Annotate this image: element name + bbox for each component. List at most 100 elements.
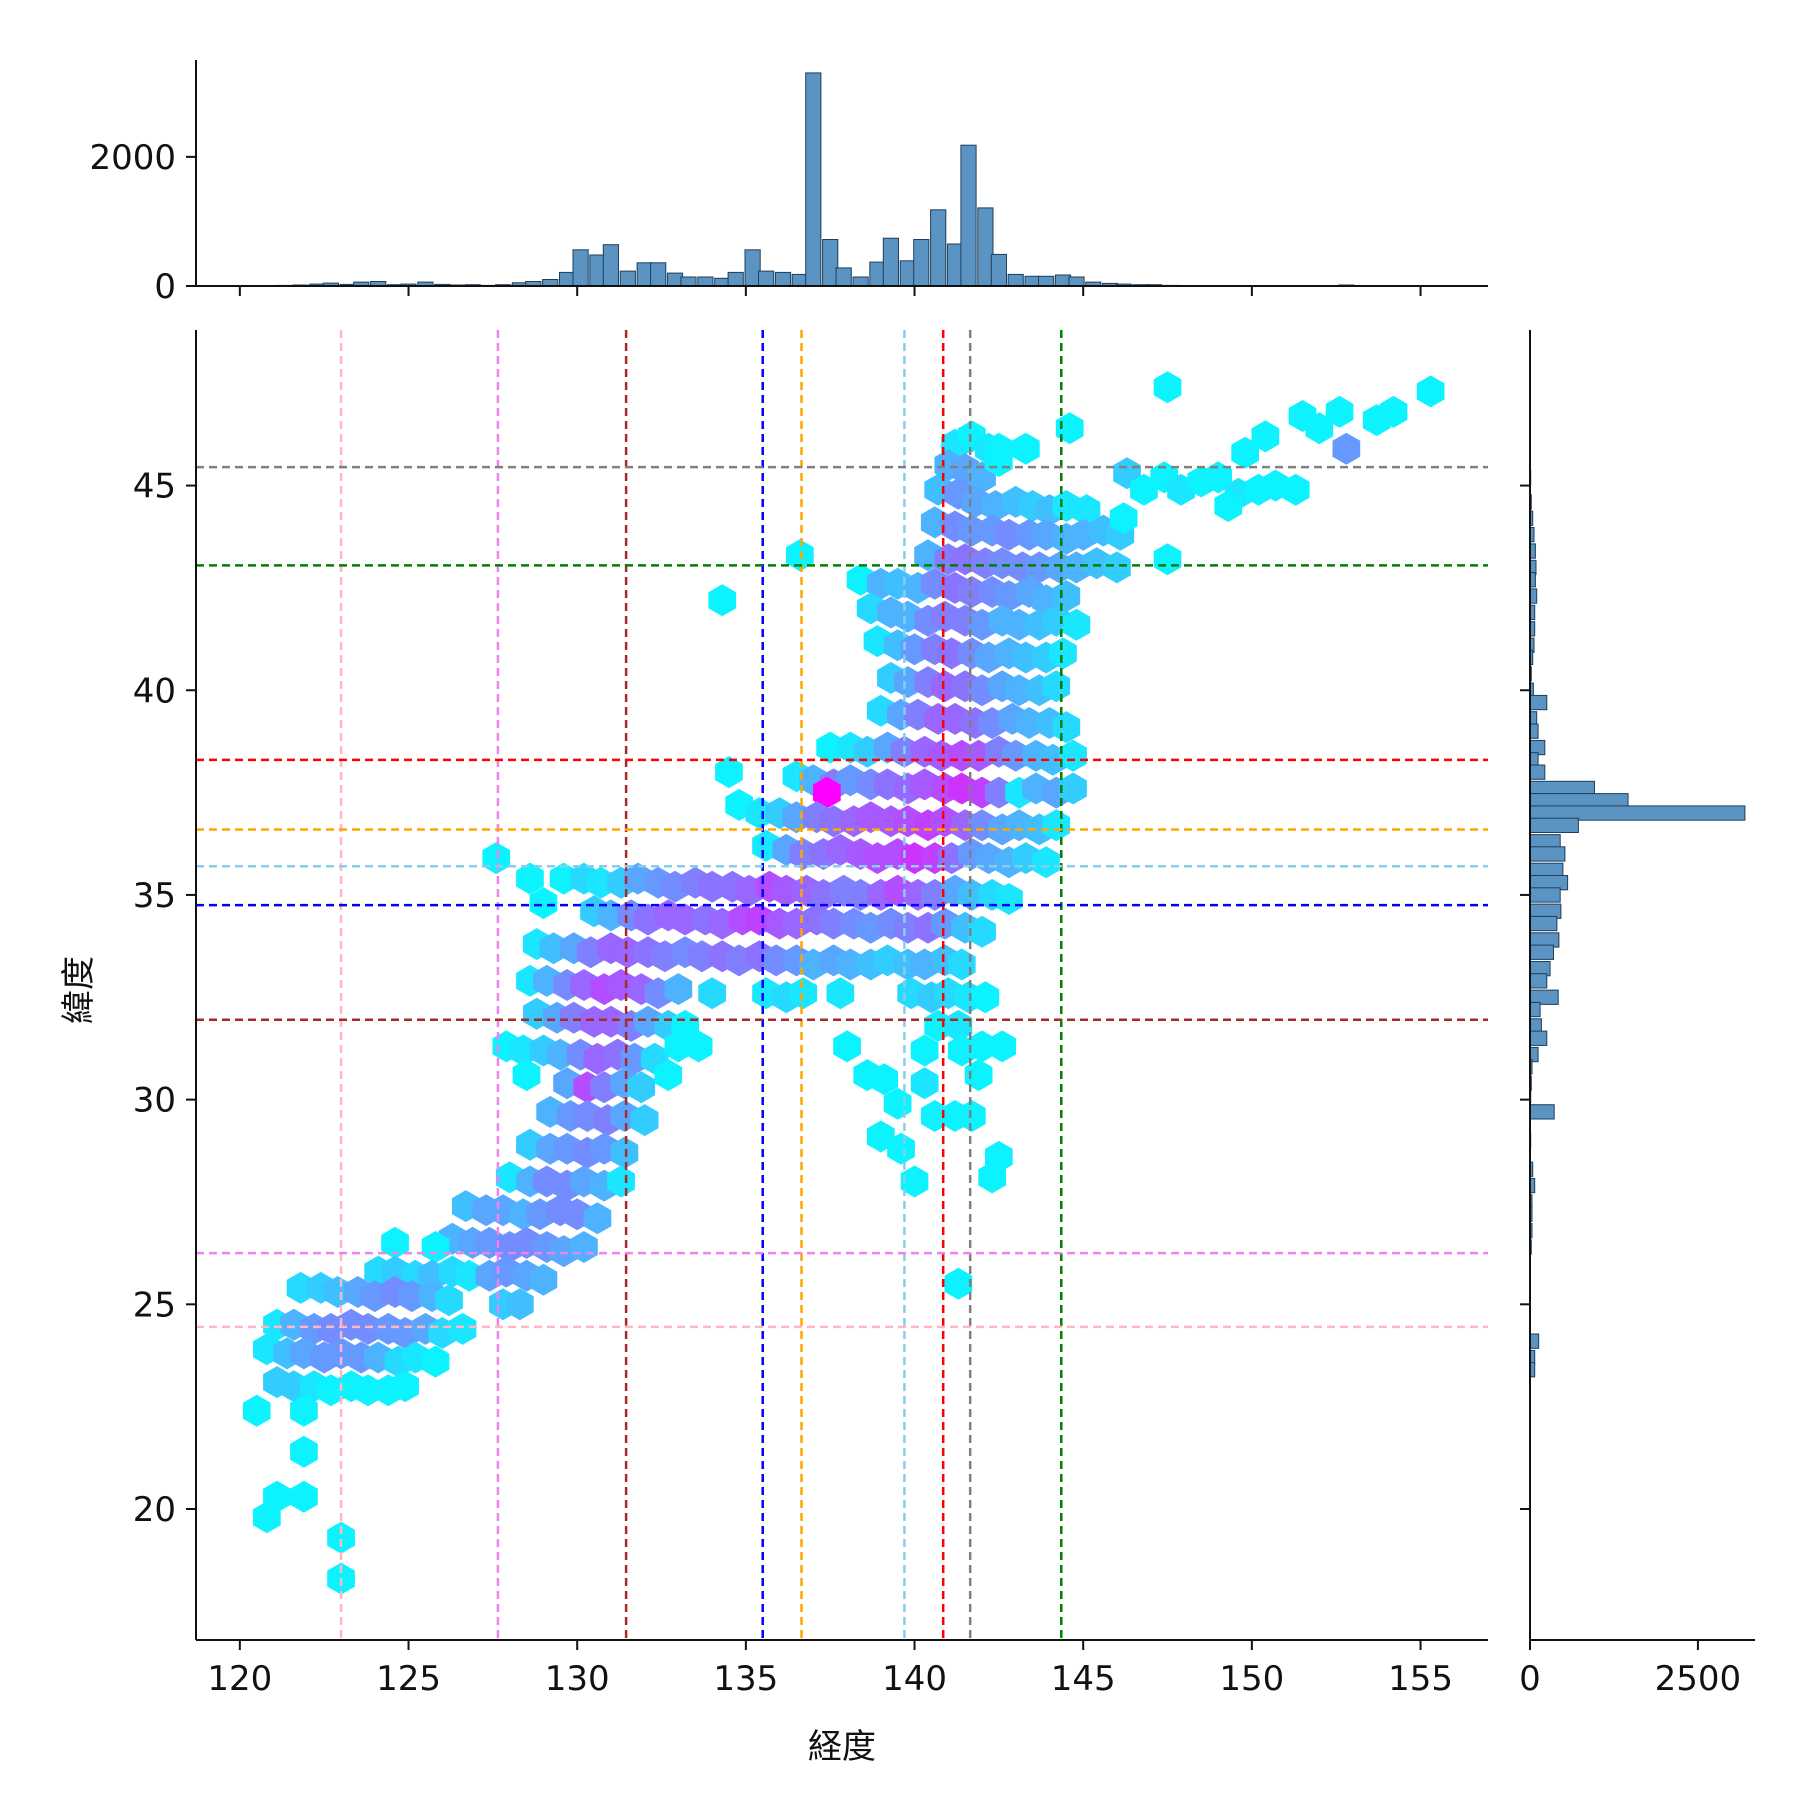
top-histogram-bar — [1068, 276, 1085, 287]
top-histogram-bar — [697, 276, 714, 287]
top-histogram-bar — [559, 271, 576, 287]
top-histogram-bar — [835, 267, 852, 287]
top-histogram-bar — [791, 273, 808, 287]
x-tick-label: 130 — [545, 1659, 610, 1699]
hexbin-cell — [1072, 494, 1101, 527]
right-histogram — [1529, 469, 1746, 1378]
hexbin-cell — [610, 1136, 639, 1169]
hexbin-cell — [786, 539, 814, 572]
hexbin-cells — [242, 371, 1445, 1595]
top-histogram-bar — [619, 270, 636, 287]
hexbin-cell — [1231, 436, 1259, 469]
hexbin-cell — [958, 1100, 986, 1132]
hexbin-cell — [516, 862, 544, 895]
top-histogram-bar — [1038, 275, 1055, 287]
axes: 120 125 130 135 140 145 150 155 20 25 30 35 40 45 0 200… — [89, 60, 1755, 1699]
hexbin-cell — [968, 915, 996, 948]
hexbin-cell — [529, 887, 558, 920]
right-histogram-bar — [1529, 915, 1558, 932]
hexbin-cell — [1305, 412, 1334, 445]
hexbin-cell — [708, 584, 737, 617]
hexbin-cell — [448, 1312, 477, 1345]
main-hexbin-plot — [196, 330, 1488, 1640]
top-histogram-bar — [913, 239, 930, 287]
hexbin-cell — [1153, 543, 1182, 576]
hexbin-cell — [1042, 670, 1071, 703]
hexbin-cell — [988, 1030, 1017, 1063]
top-histogram-bar — [636, 262, 653, 287]
hexbin-cell — [482, 842, 511, 875]
hexbin-cell — [1332, 432, 1361, 465]
hexbin-cell — [995, 883, 1023, 915]
hexbin-cell — [684, 1030, 713, 1063]
hexbin-cell — [1281, 473, 1310, 506]
top-histogram-bar — [852, 276, 869, 287]
y-axis-title: 緯度 — [59, 956, 99, 1024]
top-histogram-bar — [805, 72, 822, 287]
hexbin-cell — [627, 1071, 656, 1104]
hexbin-cell — [947, 948, 976, 981]
hexbin-cell — [910, 1034, 939, 1067]
hexbin-cell — [654, 1059, 683, 1092]
hexbin-cell — [529, 1263, 558, 1296]
top-histogram-bar — [882, 237, 899, 287]
hexbin-cell — [583, 1202, 612, 1235]
top-histogram-bar — [666, 272, 684, 287]
y-tick-label: 35 — [133, 876, 176, 916]
hexbin-cell — [978, 1161, 1006, 1194]
hexbin-cell — [1153, 371, 1182, 404]
top-histogram-bar — [930, 209, 947, 287]
top-histogram — [275, 72, 1355, 287]
hexbin-cell — [290, 1435, 318, 1468]
hexbin-cell — [698, 977, 726, 1010]
hexbin-cell — [1062, 608, 1091, 641]
right-histogram-bar — [1529, 694, 1548, 711]
top-histogram-bar — [899, 260, 916, 287]
hexbin-cell — [826, 977, 855, 1010]
hexbin-cell — [435, 1284, 463, 1317]
hexbin-cell — [290, 1394, 318, 1427]
y-tick-label: 45 — [133, 467, 176, 507]
hexbin-cell — [664, 973, 693, 1006]
top-histogram-bar — [1024, 275, 1041, 287]
top-histogram-bar — [680, 276, 697, 287]
hexbin-cell — [789, 977, 818, 1010]
top-histogram-bar — [727, 271, 744, 287]
x-tick-label: 155 — [1388, 1659, 1453, 1699]
hexbin-cell — [630, 1104, 659, 1137]
x-tick-label: 150 — [1219, 1659, 1284, 1699]
hexbin-cell — [1032, 846, 1060, 879]
y-tick-label: 30 — [133, 1081, 176, 1121]
right-histogram-bar — [1529, 1030, 1548, 1046]
top-histogram-bar — [589, 254, 606, 287]
hexbin-cell — [1012, 432, 1040, 465]
hexbin-cell — [1325, 395, 1354, 428]
hexbin-cell — [512, 1059, 541, 1092]
top-hist-y-tick-label: 0 — [154, 267, 176, 307]
hexbin-cell — [715, 756, 743, 789]
hexbin-cell — [833, 1030, 861, 1063]
y-tick-label: 20 — [133, 1490, 176, 1530]
top-histogram-bar — [744, 249, 761, 287]
reference-lines — [196, 330, 1488, 1640]
hexbin-cell — [887, 1132, 915, 1165]
hexbin-cell — [1416, 375, 1445, 408]
hexbin-cell — [1059, 772, 1087, 805]
hexbin-cell — [813, 776, 841, 809]
right-histogram-bar — [1529, 1333, 1540, 1349]
hexbin-cell — [607, 1165, 635, 1198]
hexbin-cell — [506, 1288, 534, 1321]
hexbin-cell — [1059, 739, 1087, 772]
top-histogram-bar — [758, 270, 775, 287]
hexbin-cell — [421, 1231, 450, 1263]
top-histogram-bar — [822, 239, 839, 287]
hexbin-cell — [381, 1226, 409, 1259]
top-histogram-bar — [1054, 274, 1072, 287]
hexbin-cell — [1055, 412, 1084, 445]
right-histogram-bar — [1529, 1001, 1541, 1018]
hexbin-cell — [1052, 580, 1081, 613]
top-hist-y-tick-label: 2000 — [89, 138, 176, 178]
hexbin-cell — [900, 1165, 929, 1198]
hexbin-cell — [1251, 420, 1280, 453]
hexbin-cell — [870, 1063, 898, 1096]
